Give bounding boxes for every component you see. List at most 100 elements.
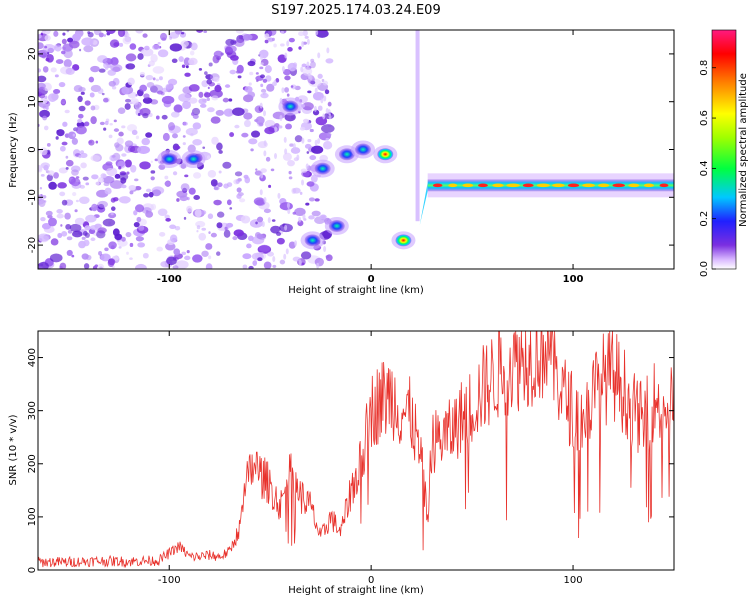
spectrogram-noise-speck (284, 75, 291, 81)
spectrogram-noise-speck (141, 237, 145, 241)
spectrogram-noise-speck (125, 63, 136, 70)
spectrogram-noise-speck (38, 261, 49, 269)
spectrogram-noise-speck (89, 92, 95, 98)
spectrogram-noise-speck (131, 129, 138, 135)
spectrogram-noise-speck (94, 264, 99, 268)
spectrogram-noise-speck (152, 44, 161, 50)
spectrogram-noise-speck (84, 121, 90, 127)
spectrogram-noise-speck (208, 62, 213, 67)
spectrogram-noise-speck (134, 102, 141, 110)
spectrogram-noise-speck (270, 168, 275, 172)
spectrogram-noise-speck (83, 45, 94, 53)
spectrogram-noise-speck (58, 81, 66, 88)
spectrogram-noise-speck (286, 93, 290, 97)
spectrogram-noise-speck (102, 218, 116, 227)
spectrogram-blob (391, 231, 416, 250)
spectrogram-noise-speck (60, 224, 63, 227)
spectrogram-noise-speck (110, 64, 123, 72)
spectrogram-noise-speck (317, 105, 323, 111)
spectrogram-noise-speck (50, 238, 59, 246)
spectrogram-noise-speck (90, 154, 101, 162)
spectrogram-noise-speck (79, 152, 88, 159)
spectrogram-noise-speck (305, 202, 310, 206)
spectrogram-noise-speck (266, 83, 275, 92)
spectrogram-noise-speck (84, 225, 91, 231)
spectrogram-noise-speck (118, 246, 122, 249)
spectrogram-noise-speck (134, 178, 139, 182)
spectrogram-noise-speck (99, 121, 105, 126)
spectrogram-noise-speck (311, 145, 324, 154)
spectrogram-noise-speck (138, 225, 145, 231)
spectrogram-noise-speck (133, 210, 138, 216)
chart-title: S197.2025.174.03.24.E09 (271, 3, 440, 18)
spectrogram-noise-speck (61, 38, 67, 45)
spectrogram-noise-speck (200, 103, 207, 108)
spectrogram-y-axis-label: Frequency (Hz) (8, 112, 19, 188)
spectrogram-noise-speck (171, 58, 178, 63)
spectrogram-noise-speck (278, 125, 283, 129)
spectrogram-noise-speck (198, 98, 207, 105)
spectrogram-noise-speck (314, 87, 318, 94)
spectrogram-noise-speck (206, 97, 210, 102)
spectrogram-noise-speck (290, 85, 294, 88)
snr-x-axis-label: Height of straight line (km) (288, 585, 424, 596)
spectrogram-noise-speck (292, 187, 301, 194)
spectrogram-noise-speck (65, 159, 74, 167)
spectrogram-x-ticks: -100 0 100 (157, 30, 584, 285)
spectrogram-noise-speck (321, 124, 335, 133)
spectrogram-noise-speck (169, 43, 183, 52)
spectrogram-noise-speck (274, 153, 278, 160)
spectrogram-noise-speck (157, 41, 161, 45)
spectrogram-noise-speck (108, 212, 117, 219)
spectrogram-noise-speck (181, 64, 186, 69)
spectrogram-noise-speck (69, 223, 82, 232)
spectrogram-noise-speck (97, 177, 104, 184)
spectrogram-noise-speck (156, 90, 164, 95)
spectrogram-noise-speck (184, 174, 189, 178)
spectrogram-blob (300, 231, 325, 250)
spectrogram-noise-speck (262, 78, 268, 83)
spectrogram-noise-speck (44, 35, 51, 41)
spectrogram-noise-speck (207, 86, 210, 90)
spectrogram-noise-speck (264, 33, 270, 39)
spectrogram-noise-speck (77, 95, 83, 103)
colorbar: 0.0 0.2 0.4 0.6 0.8 Normalized spectral ampl… (699, 29, 749, 277)
spectrogram-noise-speck (300, 66, 304, 73)
spectrogram-noise-speck (233, 229, 245, 237)
spectrogram-noise-speck (196, 229, 199, 233)
spectrogram-noise-speck (229, 132, 235, 138)
spectrogram-noise-speck (323, 95, 327, 102)
spectrogram-noise-speck (124, 140, 134, 148)
spectrogram-noise-speck (225, 45, 237, 53)
spectrogram-noise-speck (78, 113, 84, 119)
spectrogram-noise-speck (72, 133, 76, 137)
spectrogram-noise-speck (300, 251, 312, 260)
spectrogram-noise-speck (82, 231, 88, 236)
spectrogram-noise-speck (66, 30, 70, 33)
spectrogram-noise-speck (62, 32, 66, 36)
spectrogram-noise-speck (279, 259, 286, 265)
spectrogram-noise-speck (314, 139, 318, 146)
spectrogram-noise-speck (114, 173, 121, 179)
spectrogram-noise-speck (137, 242, 146, 248)
spectrogram-noise-speck (109, 154, 118, 162)
spectrogram-noise-speck (75, 125, 87, 135)
spectrogram-noise-speck (104, 247, 109, 252)
spectrogram-noise-speck (263, 91, 267, 98)
spectrogram-noise-speck (207, 213, 214, 220)
spectrogram-noise-speck (80, 162, 87, 169)
spectrogram-noise-speck (172, 133, 178, 139)
spectrogram-noise-speck (59, 262, 67, 269)
spectrogram-noise-speck (253, 197, 266, 206)
spectrogram-noise-speck (44, 125, 49, 131)
spectrogram-noise-speck (85, 214, 97, 223)
spectrogram-noise-speck (110, 197, 116, 203)
spectrogram-noise-speck (142, 113, 149, 119)
colorbar-gradient (712, 30, 736, 269)
spectrogram-noise-speck (135, 30, 144, 34)
spectrogram-noise-speck (111, 206, 116, 211)
spectrogram-noise-speck (202, 146, 206, 149)
spectrogram-noise-speck (255, 168, 258, 171)
y-tick-label: 100 (27, 507, 38, 526)
